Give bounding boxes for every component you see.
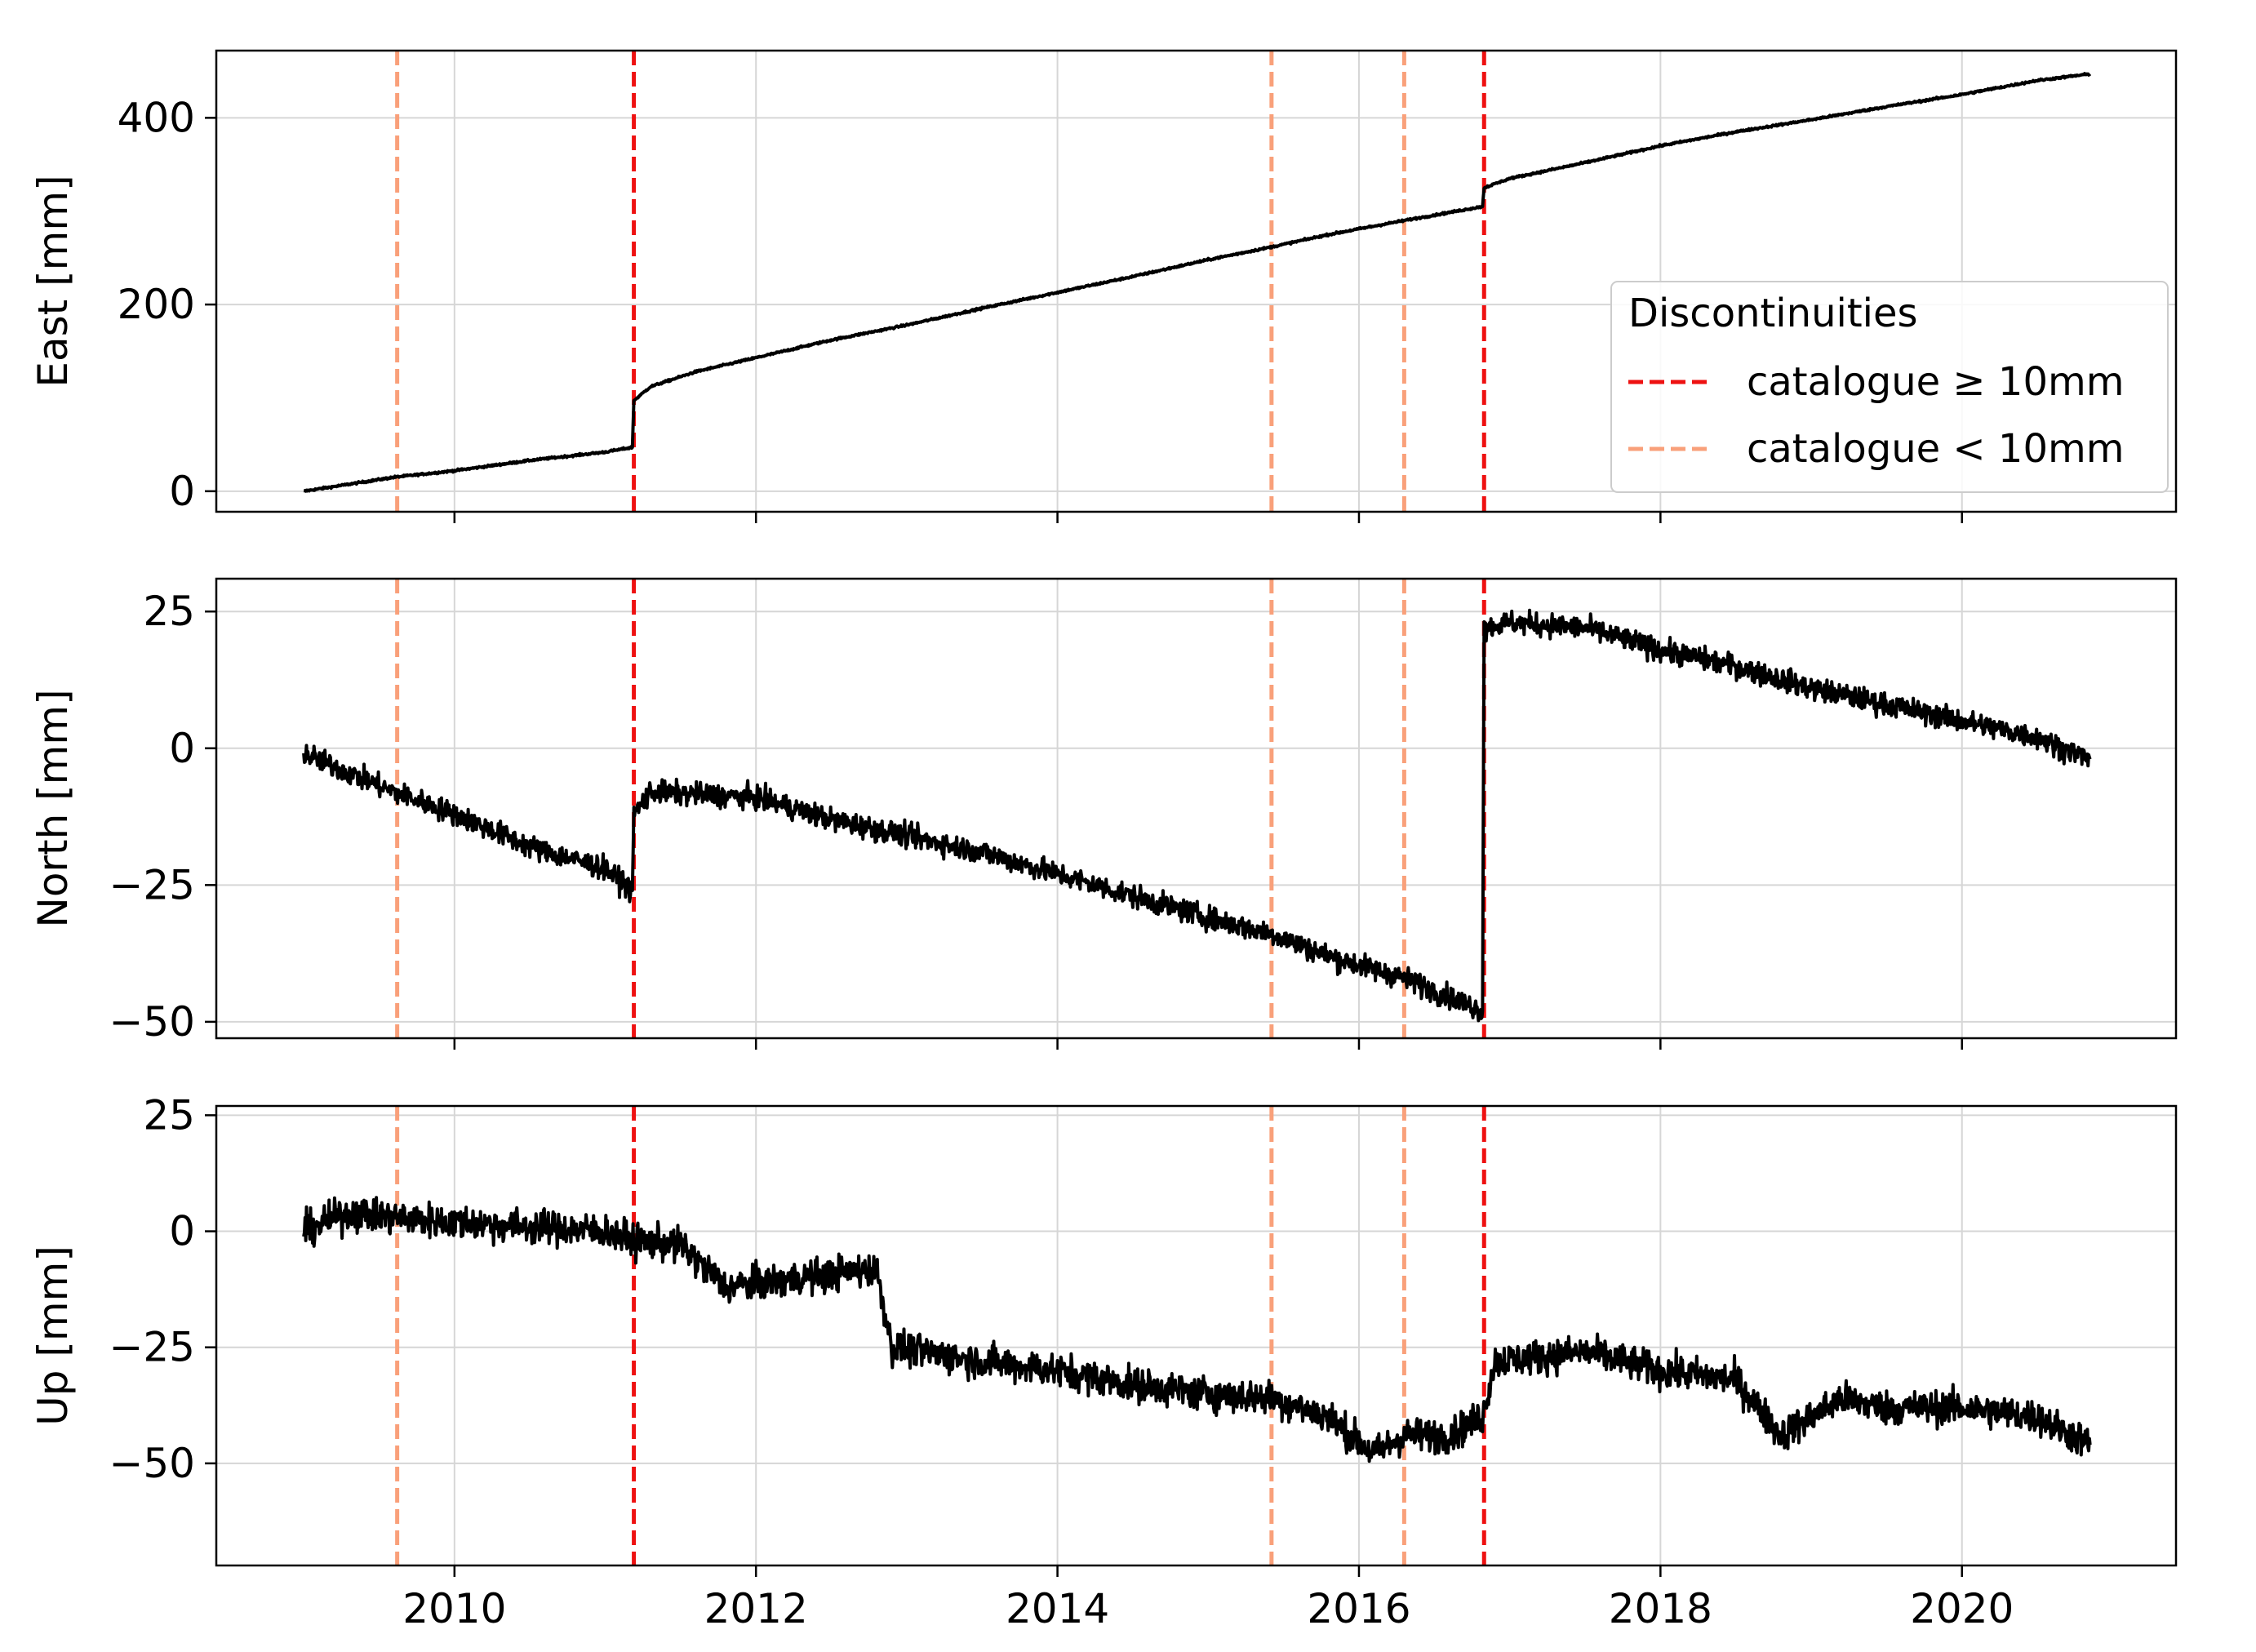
north-panel: −50 −25 0 25 North [mm]	[29, 577, 2178, 1050]
east-panel: 0 200 400 East [mm]	[29, 49, 2178, 523]
y-axis-label-east: East [mm]	[29, 175, 77, 387]
legend: Discontinuities catalogue ≥ 10mm catalog…	[1610, 281, 2169, 493]
legend-box	[1610, 281, 2169, 493]
y-tick-label-1: 200	[118, 281, 195, 328]
series-line-up	[302, 1196, 2092, 1463]
y-tick-label-0: −50	[109, 998, 195, 1046]
legend-title: Discontinuities	[1628, 291, 1918, 336]
legend-label-major: catalogue ≥ 10mm	[1747, 359, 2125, 405]
y-tick-label-0: −50	[109, 1440, 195, 1487]
y-tick-label-3: 25	[143, 1091, 195, 1139]
up-panel: 2010 2012 2014 2016 2018 2020 −50 −25 0 25 Up [mm]	[29, 1091, 2178, 1632]
series-line-east	[303, 72, 2092, 493]
y-tick-label-0: 0	[169, 468, 195, 515]
y-tick-label-2: 0	[169, 725, 195, 772]
y-tick-label-2: 0	[169, 1208, 195, 1255]
x-tick-label-2012: 2012	[704, 1585, 808, 1632]
x-tick-label-2010: 2010	[402, 1585, 506, 1632]
y-axis-label-up: Up [mm]	[29, 1246, 77, 1426]
y-tick-label-3: 25	[143, 588, 195, 635]
x-tick-label-2016: 2016	[1307, 1585, 1410, 1632]
axes-frame-north	[215, 577, 2178, 1040]
y-axis-label-north: North [mm]	[29, 689, 77, 927]
x-tick-label-2014: 2014	[1006, 1585, 1109, 1632]
x-tick-label-2018: 2018	[1609, 1585, 1712, 1632]
x-tick-label-2020: 2020	[1910, 1585, 2014, 1632]
y-tick-label-1: −25	[109, 1324, 195, 1371]
y-tick-label-1: −25	[109, 861, 195, 908]
series-line-north	[302, 608, 2092, 1023]
y-tick-label-2: 400	[118, 94, 195, 141]
legend-label-minor: catalogue < 10mm	[1747, 426, 2125, 472]
axes-frame-east	[215, 49, 2178, 513]
axes-frame-up	[215, 1104, 2178, 1567]
